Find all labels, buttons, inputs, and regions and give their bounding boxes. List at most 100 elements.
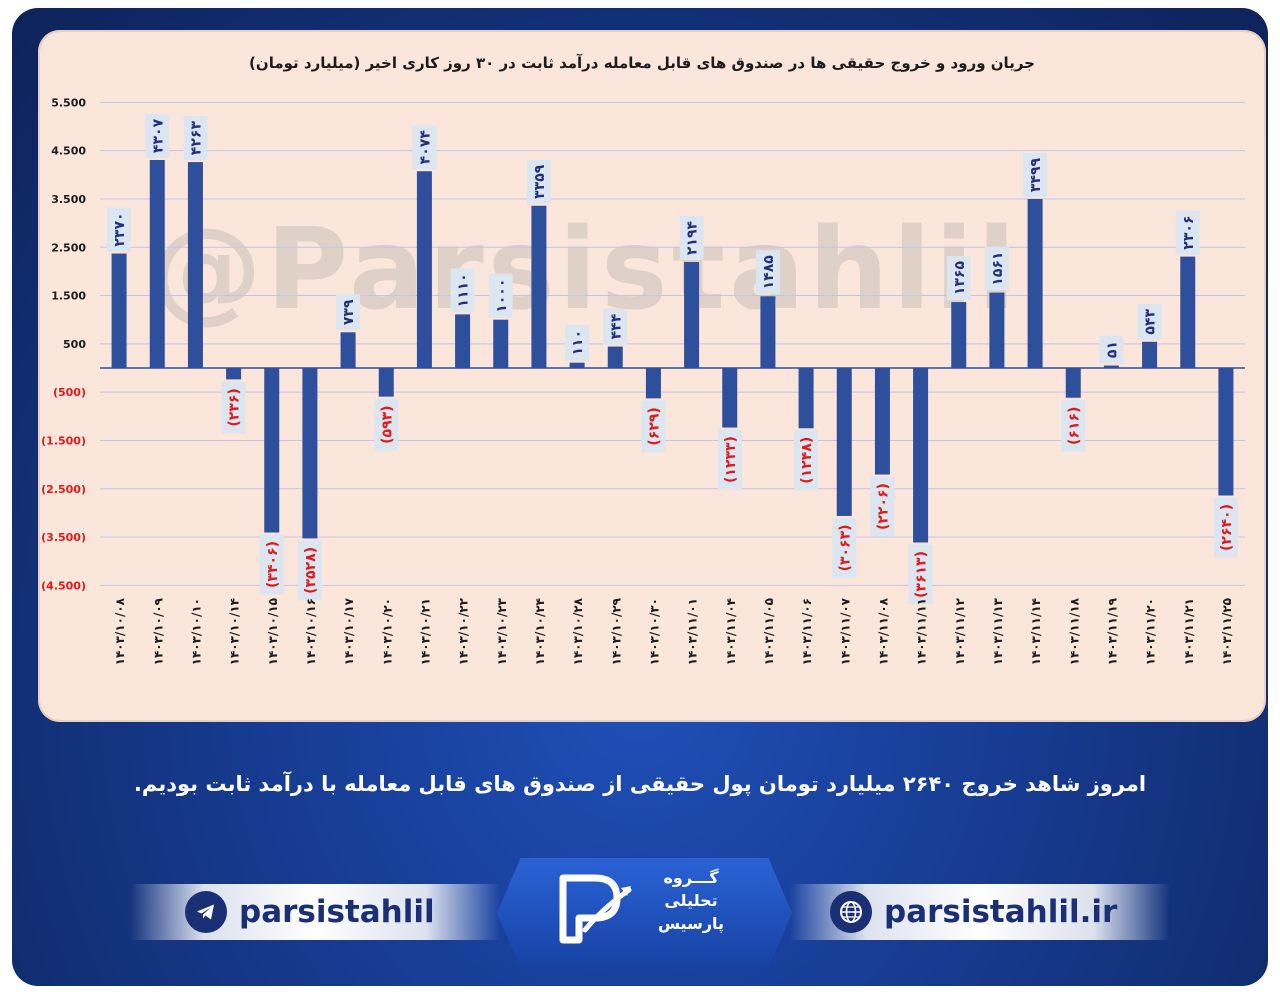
x-tick-label: ۱۴۰۳/۱۱/۲۰ (1144, 598, 1158, 665)
data-label: (۶۱۶) (1066, 407, 1082, 445)
data-label-group: ۷۳۹ (336, 294, 361, 331)
data-label-box (107, 207, 132, 252)
bar (493, 319, 509, 368)
data-label-group: ۴۲۶۳ (183, 116, 208, 161)
y-tick-label: (2.500) (41, 483, 86, 496)
bar (111, 253, 127, 368)
x-tick-label: ۱۴۰۳/۱۰/۳۰ (647, 598, 661, 665)
data-label: ۴۰۷۴ (417, 130, 433, 165)
data-label: ۱۱۰ (570, 330, 586, 356)
data-label: ۴۳۰۷ (150, 118, 166, 153)
data-label-group: ۱۱۱۰ (450, 268, 475, 313)
data-label-group: ۲۱۹۴ (679, 216, 704, 261)
y-tick-label: (500) (53, 386, 86, 399)
bar (340, 332, 356, 368)
bar (1027, 198, 1043, 368)
data-label: ۵۱ (1104, 341, 1120, 358)
x-tick-label: ۱۴۰۳/۱۱/۰۷ (838, 597, 852, 665)
logo-line-2: تحلیلی (664, 891, 718, 910)
x-tick-label: ۱۴۰۳/۱۱/۰۶ (800, 598, 814, 665)
data-label-box (908, 544, 933, 605)
data-label-box (1175, 210, 1200, 255)
x-tick-label: ۱۴۰۳/۱۱/۲۵ (1220, 598, 1234, 665)
x-tick-label: ۱۴۰۳/۱۰/۲۴ (533, 598, 547, 665)
data-label-box (1099, 335, 1124, 364)
data-label-group: ۱۰۰۰ (488, 273, 513, 318)
data-label-group: ۵۱ (1099, 335, 1124, 364)
x-tick-label: ۱۴۰۳/۱۰/۲۱ (418, 598, 432, 665)
data-label-box (259, 534, 284, 595)
data-label: ۱۰۰۰ (494, 279, 510, 313)
data-label: ۲۳۷۰ (112, 212, 128, 246)
data-label-group: ۴۴۴ (603, 308, 628, 345)
bar (1180, 256, 1196, 368)
bar-chart: جریان ورود و خروج حقیقی ها در صندوق های … (41, 54, 1245, 665)
x-tick-label: ۱۴۰۳/۱۰/۲۹ (609, 597, 623, 665)
y-tick-label: 4.500 (51, 145, 86, 158)
bar (187, 162, 203, 368)
x-tick-label: ۱۴۰۳/۱۰/۱۵ (266, 598, 280, 665)
bar (722, 368, 738, 428)
bar (913, 368, 929, 543)
bar (684, 262, 700, 368)
data-label: (۳۶۱۳) (914, 551, 930, 598)
telegram-icon (185, 891, 227, 933)
y-axis-ticks: 5.500 4.500 3.500 2.500 1.500 500 (500) (1.500)… (41, 96, 86, 592)
data-label: (۲۶۴۰) (1219, 504, 1235, 551)
bar (645, 368, 661, 399)
bar (951, 302, 967, 368)
bar (378, 368, 394, 397)
data-label-group: (۲۳۶) (221, 381, 246, 434)
x-tick-label: ۱۴۰۳/۱۱/۰۱ (686, 598, 700, 665)
y-tick-label: 3.500 (51, 193, 86, 206)
x-tick-label: ۱۴۰۳/۱۱/۰۵ (762, 598, 776, 665)
bar (607, 346, 623, 368)
telegram-contact[interactable]: parsistahlil (185, 890, 435, 934)
data-label: (۶۲۹) (646, 407, 662, 445)
parsis-logo-icon (559, 874, 632, 944)
bar (569, 362, 585, 368)
data-label: ۱۴۸۵ (761, 255, 777, 290)
x-tick-label: ۱۴۰۳/۱۰/۲۸ (571, 597, 585, 665)
data-label: ۲۱۹۴ (685, 220, 701, 255)
data-label-box (145, 113, 170, 158)
bar (1218, 368, 1234, 496)
bar (836, 368, 852, 516)
data-label-box (297, 540, 322, 601)
x-tick-label: ۱۴۰۳/۱۰/۰۸ (113, 597, 127, 665)
data-label-box (1137, 303, 1162, 340)
data-label-box (221, 381, 246, 434)
x-tick-label: ۱۴۰۳/۱۰/۱۶ (304, 598, 318, 665)
data-label: ۷۳۹ (341, 299, 357, 325)
data-label-box (832, 517, 857, 578)
x-tick-label: ۱۴۰۳/۱۱/۱۱ (915, 598, 929, 665)
data-label-group: ۱۳۶۵ (946, 256, 971, 301)
data-label-group: ۴۳۰۷ (145, 113, 170, 158)
y-tick-label: (1.500) (41, 434, 86, 447)
data-label-box (1213, 497, 1238, 558)
data-label-box (755, 250, 780, 295)
x-tick-label: ۱۴۰۳/۱۰/۰۹ (151, 597, 165, 665)
bar (226, 368, 242, 380)
data-label-box (183, 116, 208, 161)
data-label-group: (۱۲۳۳) (717, 429, 742, 490)
website-contact[interactable]: parsistahlil.ir (830, 890, 1117, 934)
gridlines (100, 101, 1245, 586)
data-label-group: (۳۰۶۳) (832, 517, 857, 578)
data-label-group: (۳۴۰۶) (259, 534, 284, 595)
logo-line-3: پارسیس (657, 914, 725, 933)
data-label: (۱۲۳۳) (723, 436, 739, 483)
bar (760, 296, 776, 368)
data-label-group: ۱۵۶۱ (984, 246, 1009, 291)
bar (1142, 341, 1158, 368)
data-label-group: ۱۴۸۵ (755, 250, 780, 295)
data-label-group: ۲۳۷۰ (107, 207, 132, 252)
data-label: ۴۲۶۳ (188, 121, 204, 156)
bar (302, 368, 318, 539)
data-label-box (870, 476, 895, 537)
bar (149, 159, 165, 368)
data-label-box (679, 216, 704, 261)
data-label: (۱۲۴۸) (799, 437, 815, 484)
x-tick-label: ۱۴۰۳/۱۰/۱۷ (342, 597, 356, 665)
x-tick-label: ۱۴۰۳/۱۰/۱۰ (189, 598, 203, 665)
